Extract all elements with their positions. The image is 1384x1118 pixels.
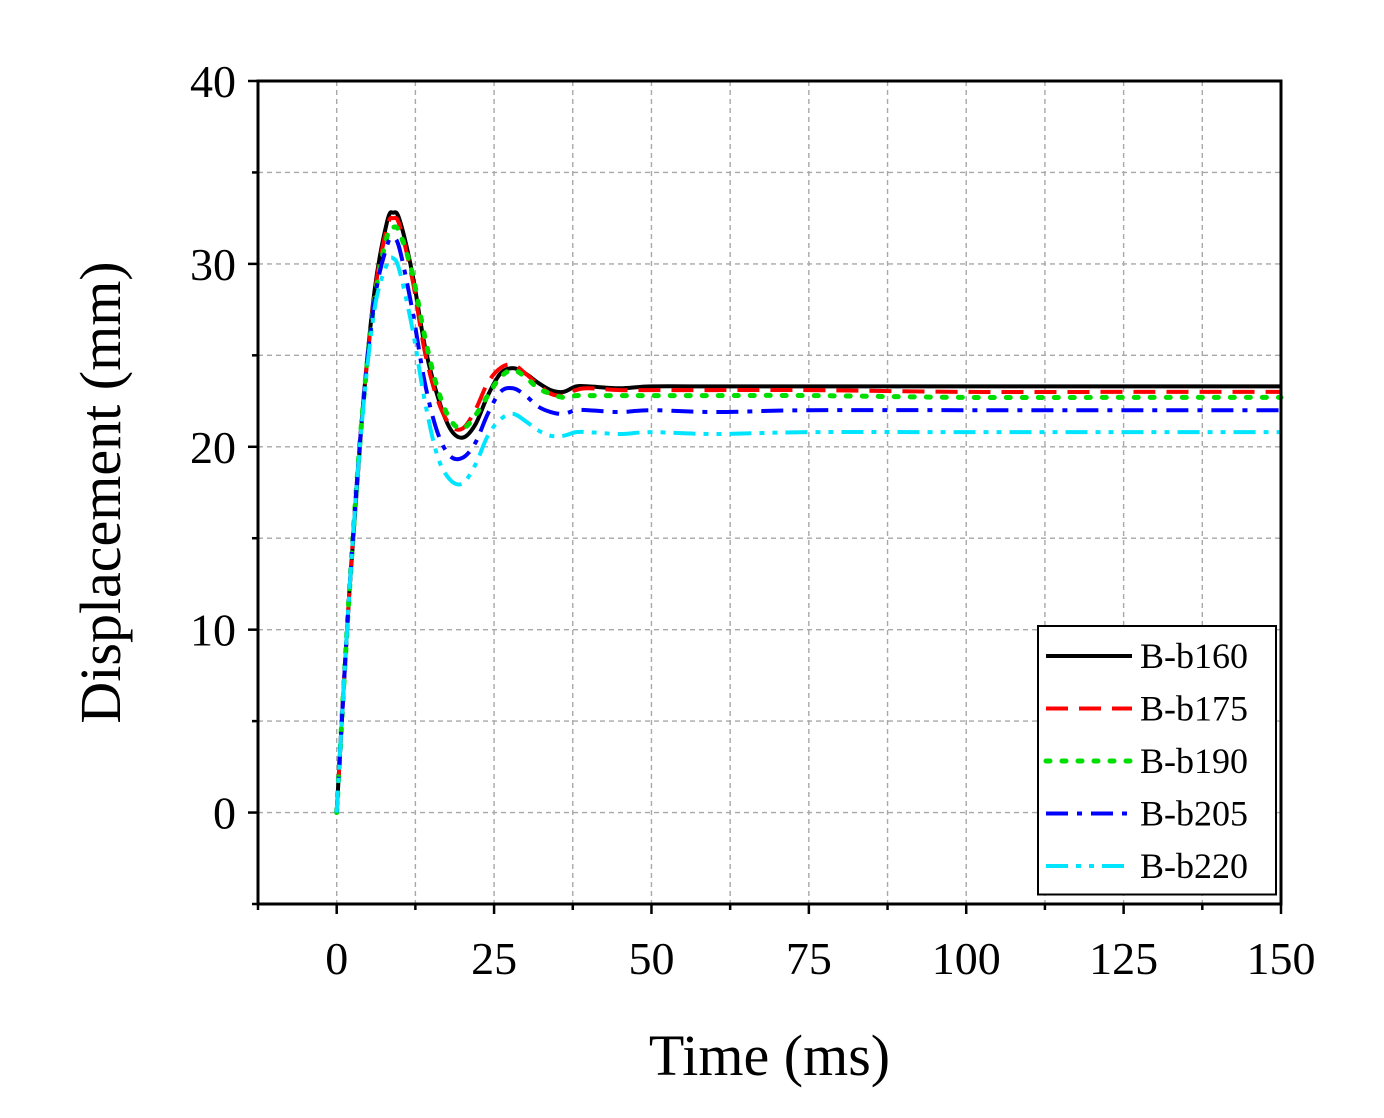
plot-frame bbox=[256, 79, 1283, 906]
y-tick-label: 20 bbox=[190, 422, 236, 473]
series-layer bbox=[334, 210, 1284, 816]
x-tick-label: 50 bbox=[628, 933, 674, 984]
y-tick-label: 10 bbox=[190, 605, 236, 656]
x-tick-label: 100 bbox=[932, 933, 1001, 984]
y-tick-label: 40 bbox=[190, 56, 236, 107]
legend: B-b160 B-b175 B-b190 B-b205 B-b220 bbox=[1037, 625, 1277, 896]
series-line-b-b205 bbox=[334, 235, 1281, 813]
legend-label-b-b190: B-b190 bbox=[1140, 741, 1248, 781]
legend-label-b-b205: B-b205 bbox=[1140, 794, 1248, 834]
x-tick-label: 0 bbox=[325, 933, 348, 984]
x-tick-label: 75 bbox=[786, 933, 832, 984]
grid bbox=[258, 81, 1281, 904]
x-tick-label: 150 bbox=[1247, 933, 1316, 984]
y-tick-label: 0 bbox=[213, 788, 236, 839]
legend-label-b-b220: B-b220 bbox=[1140, 846, 1248, 886]
x-axis-title: Time (ms) bbox=[649, 1023, 890, 1088]
axis-ticks: 0 25 50 75 100 125 150 0 10 20 30 40 bbox=[190, 56, 1316, 984]
legend-label-b-b175: B-b175 bbox=[1140, 689, 1248, 729]
y-tick-label: 30 bbox=[190, 239, 236, 290]
x-tick-label: 25 bbox=[471, 933, 517, 984]
legend-label-b-b160: B-b160 bbox=[1140, 636, 1248, 676]
series-line-b-b220 bbox=[334, 255, 1281, 813]
y-axis-title: Displacement (mm) bbox=[68, 261, 133, 723]
x-tick-label: 125 bbox=[1089, 933, 1158, 984]
